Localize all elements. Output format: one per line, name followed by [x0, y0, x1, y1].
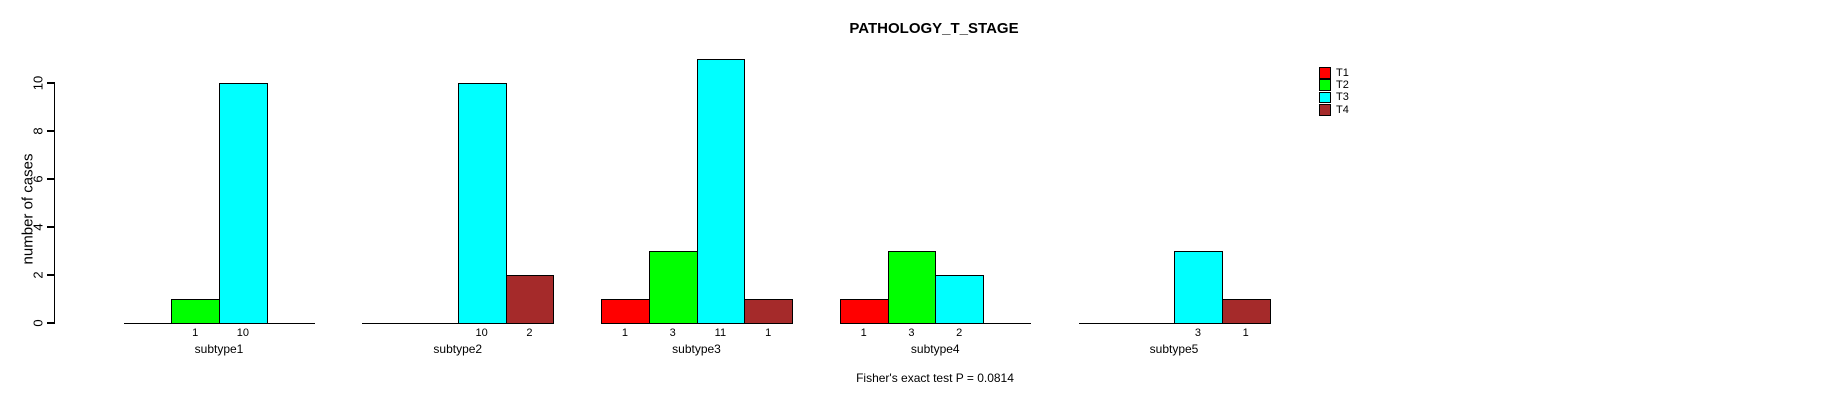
bar-subtype4-T1 [839, 299, 889, 324]
x-group-label-subtype3: subtype3 [672, 342, 721, 356]
y-tick-label: 6 [30, 175, 46, 183]
bar-value-label: 1 [860, 327, 867, 339]
bar-value-label: 10 [236, 327, 249, 339]
bar-subtype2-T3 [457, 83, 507, 324]
bar-subtype4-T3 [935, 275, 984, 324]
bar-value-label: 1 [1242, 327, 1249, 339]
bar-value-label: 2 [956, 327, 963, 339]
y-tick [47, 322, 55, 324]
bar-subtype3-T4 [744, 299, 793, 324]
bar-subtype1-T2 [171, 299, 220, 324]
legend-label-T1: T1 [1336, 66, 1349, 79]
bar-subtype3-T3 [696, 59, 746, 324]
legend-swatch-T3 [1319, 91, 1331, 104]
y-axis-line [54, 83, 56, 324]
x-group-label-subtype5: subtype5 [1149, 342, 1199, 356]
y-tick [47, 274, 55, 276]
bar-value-label: 2 [526, 327, 533, 339]
bar-subtype2-T4 [505, 275, 555, 324]
bar-value-label: 3 [1194, 327, 1201, 339]
bar-value-label: 1 [192, 327, 199, 339]
footnote-text: Fisher's exact test P = 0.0814 [856, 371, 1014, 385]
legend-label-T2: T2 [1336, 78, 1349, 91]
bar-value-label: 3 [669, 327, 676, 339]
bar-subtype3-T1 [601, 299, 650, 324]
bar-subtype5-T3 [1174, 251, 1223, 324]
bar-value-label: 10 [475, 327, 488, 339]
bar-subtype5-T4 [1221, 299, 1271, 324]
y-tick [47, 82, 55, 84]
x-group-label-subtype2: subtype2 [433, 342, 483, 356]
y-tick-label: 2 [30, 271, 46, 279]
y-axis-title: number of cases [19, 153, 37, 265]
y-tick-label: 10 [30, 75, 46, 91]
y-tick-label: 4 [30, 223, 46, 231]
legend-swatch-T2 [1319, 79, 1331, 91]
y-tick [47, 226, 55, 228]
chart-title: PATHOLOGY_T_STAGE [849, 20, 1019, 37]
x-group-label-subtype1: subtype1 [194, 342, 244, 356]
legend-label-T4: T4 [1336, 103, 1349, 116]
y-tick-label: 0 [30, 319, 46, 327]
y-tick [47, 178, 55, 180]
bar-value-label: 1 [765, 327, 772, 339]
bar-value-label: 1 [621, 327, 628, 339]
legend-swatch-T1 [1319, 67, 1331, 79]
bar-subtype1-T3 [219, 83, 268, 324]
legend-label-T3: T3 [1336, 91, 1349, 104]
bar-subtype4-T2 [887, 251, 937, 324]
y-tick-label: 8 [30, 127, 46, 135]
bar-value-label: 11 [714, 327, 727, 339]
legend-swatch-T4 [1319, 104, 1331, 116]
bar-value-label: 3 [908, 327, 915, 339]
bar-subtype3-T2 [648, 251, 698, 324]
y-tick [47, 130, 55, 132]
x-group-label-subtype4: subtype4 [910, 342, 960, 356]
